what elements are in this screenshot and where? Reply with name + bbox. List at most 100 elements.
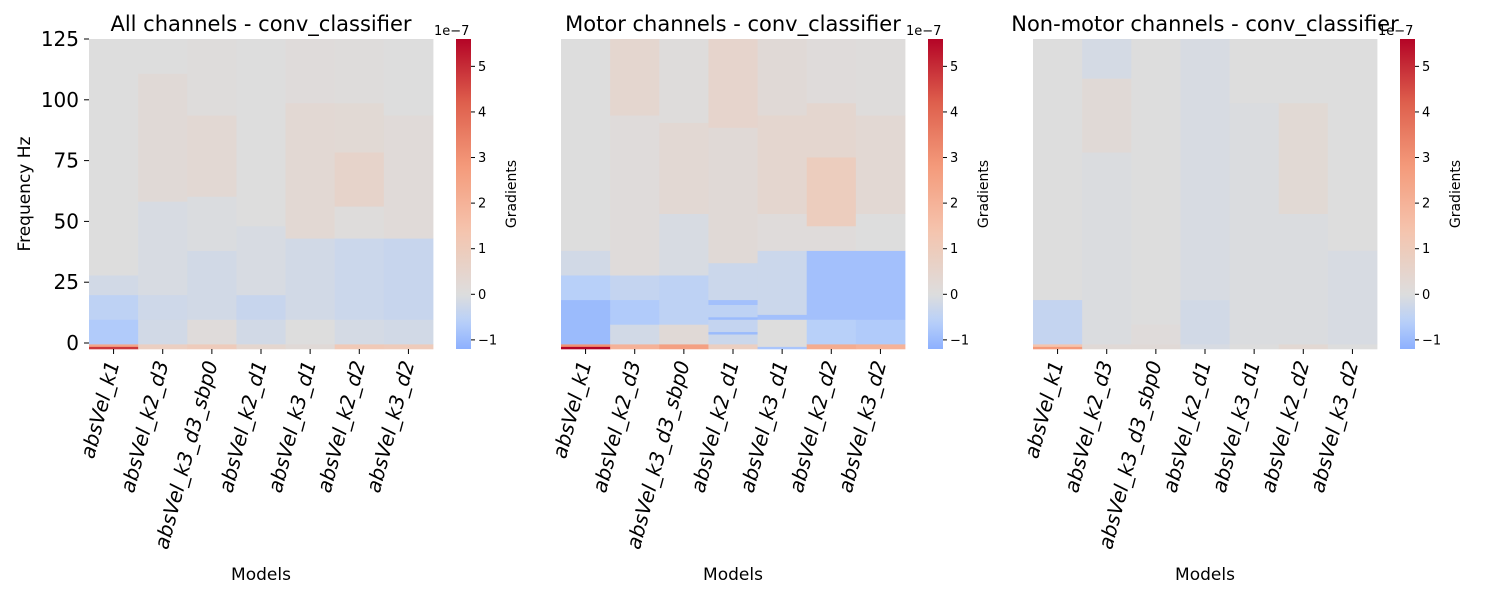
heatmap-cell	[138, 344, 188, 350]
colorbar-exponent: 1e−7	[1378, 24, 1413, 39]
heatmap-cell	[708, 127, 758, 264]
colorbar-tick-label: 5	[1422, 60, 1430, 75]
heatmap-cell	[708, 317, 758, 320]
heatmap-cell	[89, 346, 139, 350]
heatmap-cell	[285, 238, 336, 320]
heatmap-cell	[285, 344, 336, 350]
heatmap-cell	[1327, 250, 1378, 345]
heatmap-cell	[610, 275, 660, 301]
colorbar-tick-label: −1	[478, 333, 497, 348]
colorbar-tick-label: 0	[1422, 288, 1430, 303]
heatmap-cell	[383, 39, 434, 116]
x-tick-label: absVel_k2_d2	[784, 358, 842, 495]
colorbar-label: Gradients	[1448, 160, 1464, 228]
x-axis-label: Models	[703, 565, 763, 585]
heatmap-cell	[757, 319, 808, 347]
heatmap-cell	[806, 319, 857, 345]
colorbar-tick-label: 3	[1422, 151, 1430, 166]
heatmap-cell	[708, 334, 758, 345]
heatmap-cell	[334, 152, 385, 207]
heatmap-cell	[610, 324, 660, 345]
heatmap-cell	[757, 250, 808, 315]
heatmap-cell	[855, 39, 906, 116]
x-axis-label: Models	[1175, 565, 1235, 585]
heatmap-cell	[89, 294, 139, 320]
heatmap-cell	[383, 319, 434, 345]
colorbar-label: Gradients	[504, 160, 520, 228]
heatmap-cell	[383, 238, 434, 320]
heatmap-cell	[1131, 39, 1181, 325]
heatmap-cell	[334, 39, 385, 104]
heatmap-cell	[138, 294, 188, 320]
heatmap-cell	[89, 344, 139, 347]
colorbar-tick-label: 1	[478, 242, 486, 257]
y-tick-label: 100	[41, 88, 79, 112]
heatmap-cell	[236, 39, 286, 227]
x-tick-label: absVel_k3_d1	[1207, 358, 1265, 495]
colorbar-tick-label: 1	[1422, 242, 1430, 257]
heatmap-cell	[334, 102, 385, 153]
y-tick-label: 75	[54, 149, 79, 173]
heatmap-cell	[334, 319, 385, 345]
colorbar-tick-label: 4	[1422, 105, 1430, 120]
heatmap-cell	[806, 157, 857, 227]
heatmap-cell	[1131, 344, 1181, 350]
heatmap-cell	[236, 319, 286, 345]
y-tick-label: 50	[54, 209, 79, 233]
heatmap-cell	[138, 39, 188, 74]
heatmap-cell	[855, 344, 906, 350]
heatmap-cell	[610, 115, 660, 276]
y-tick-label: 125	[41, 27, 79, 51]
x-tick-label: absVel_k2_d2	[1256, 358, 1314, 495]
heatmap-cell	[708, 262, 758, 301]
chart-title: Non-motor channels - conv_classifier	[1011, 12, 1399, 37]
x-tick-label: absVel_k2_d1	[1158, 358, 1216, 495]
heatmap-cell	[187, 250, 237, 320]
heatmap-cell	[236, 344, 286, 350]
heatmap-cell	[1033, 39, 1083, 301]
colorbar-tick-label: −1	[1422, 333, 1441, 348]
heatmap-cell	[1082, 78, 1132, 153]
colorbar-tick-label: 0	[950, 288, 958, 303]
heatmap-cell	[1327, 344, 1378, 350]
y-axis-label: Frequency Hz	[15, 136, 35, 251]
heatmap-cell	[806, 39, 857, 104]
heatmap-cell	[1278, 102, 1329, 214]
colorbar-tick-label: 5	[478, 60, 486, 75]
colorbar-tick-label: 2	[950, 197, 958, 212]
heatmap-cell	[1180, 344, 1230, 350]
x-tick-label: absVel_k3_d1	[263, 358, 321, 495]
heatmap-cell	[561, 344, 611, 347]
heatmap-cell	[708, 344, 758, 350]
heatmap-cell	[757, 39, 808, 116]
x-tick-label: absVel_k1	[75, 358, 124, 461]
y-tick-label: 25	[54, 270, 79, 294]
colorbar-tick-label: 3	[950, 151, 958, 166]
x-tick-label: absVel_k2_d2	[312, 358, 370, 495]
heatmap-cell	[285, 39, 336, 104]
heatmap-cell	[236, 225, 286, 296]
heatmap-cell	[757, 314, 808, 320]
heatmap-cell	[806, 250, 857, 320]
heatmap-cell	[806, 344, 857, 350]
heatmap-cell	[561, 346, 611, 350]
heatmap-cell	[89, 319, 139, 345]
x-tick-label: absVel_k2_d3	[1059, 358, 1117, 495]
heatmap-cell	[1229, 39, 1280, 104]
heatmap-cell	[757, 115, 808, 214]
x-tick-label: absVel_k3_d1	[735, 358, 793, 495]
heatmap-cell	[138, 319, 188, 345]
heatmap-cell	[855, 319, 906, 345]
colorbar-tick-label: 2	[478, 197, 486, 212]
heatmap-cell	[1278, 344, 1329, 350]
heatmap-cell	[561, 275, 611, 301]
heatmap-cell	[659, 275, 709, 325]
heatmap-cell	[757, 213, 808, 251]
heatmap-cell	[236, 294, 286, 320]
heatmap-cell	[659, 122, 709, 214]
colorbar-tick-label: 1	[950, 242, 958, 257]
heatmap-cell	[138, 73, 188, 202]
colorbar-tick-label: 3	[478, 151, 486, 166]
heatmap-cell	[1131, 324, 1181, 345]
heatmap-cell	[659, 213, 709, 276]
